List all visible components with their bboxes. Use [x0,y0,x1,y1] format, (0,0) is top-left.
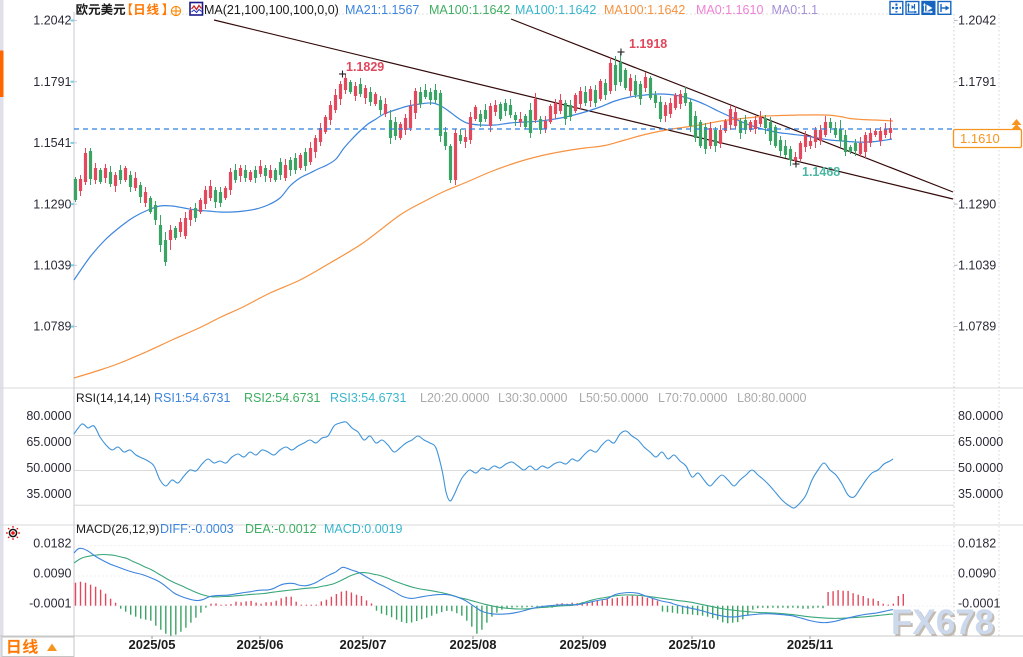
svg-text:L80:80.0000: L80:80.0000 [737,391,807,405]
svg-text:1.1610: 1.1610 [960,131,1000,146]
svg-text:50.0000: 50.0000 [958,461,1003,475]
svg-text:MA21:1.1567: MA21:1.1567 [345,3,419,17]
svg-text:35.0000: 35.0000 [26,487,71,501]
svg-text:1.1290: 1.1290 [958,197,996,211]
svg-text:1.2042: 1.2042 [33,14,71,28]
svg-text:MACD(26,12,9): MACD(26,12,9) [76,522,159,536]
svg-text:2025/06: 2025/06 [237,637,284,652]
svg-text:1.1541: 1.1541 [33,136,71,150]
svg-text:80.0000: 80.0000 [958,409,1003,423]
svg-text:65.0000: 65.0000 [958,435,1003,449]
svg-text:RSI(14,14,14): RSI(14,14,14) [76,391,151,405]
svg-text:2025/10: 2025/10 [669,637,716,652]
svg-text:50.0000: 50.0000 [26,461,71,475]
svg-text:1.1791: 1.1791 [33,75,71,89]
svg-text:2025/09: 2025/09 [560,637,607,652]
svg-text:MA(21,100,100,100,0,0): MA(21,100,100,100,0,0) [204,3,339,17]
svg-text:L30:30.0000: L30:30.0000 [498,391,568,405]
svg-text:0.0182: 0.0182 [958,536,996,550]
svg-text:2025/07: 2025/07 [340,637,387,652]
svg-text:-0.0001: -0.0001 [29,597,71,611]
svg-text:1.1829: 1.1829 [346,60,384,74]
svg-text:DEA:-0.0012: DEA:-0.0012 [245,522,317,536]
svg-text:2025/05: 2025/05 [129,637,176,652]
svg-text:1.1290: 1.1290 [33,197,71,211]
svg-text:0.0090: 0.0090 [958,567,996,581]
svg-text:MA100:1.1642: MA100:1.1642 [515,3,596,17]
svg-text:FX678: FX678 [891,603,994,642]
svg-text:0.0182: 0.0182 [33,536,71,550]
svg-text:-0.0001: -0.0001 [958,597,1000,611]
svg-text:RSI2:54.6731: RSI2:54.6731 [244,391,320,405]
svg-text:DIFF:-0.0003: DIFF:-0.0003 [160,522,234,536]
svg-text:RSI1:54.6731: RSI1:54.6731 [154,391,230,405]
svg-text:2025/11: 2025/11 [787,637,833,652]
svg-text:1.2042: 1.2042 [958,14,996,28]
svg-text:1.0789: 1.0789 [958,320,996,334]
svg-text:1.1791: 1.1791 [958,75,996,89]
svg-text:80.0000: 80.0000 [26,409,71,423]
svg-text:35.0000: 35.0000 [958,487,1003,501]
svg-text:1.1918: 1.1918 [629,37,667,51]
svg-text:MACD:0.0019: MACD:0.0019 [324,522,403,536]
svg-text:L20:20.0000: L20:20.0000 [420,391,490,405]
svg-text:L70:70.0000: L70:70.0000 [658,391,728,405]
svg-text:1.1039: 1.1039 [958,259,996,273]
svg-text:0.0090: 0.0090 [33,567,71,581]
svg-text:1.1039: 1.1039 [33,259,71,273]
svg-text:L50:50.0000: L50:50.0000 [579,391,649,405]
svg-text:RSI3:54.6731: RSI3:54.6731 [330,391,406,405]
svg-text:1.1468: 1.1468 [802,165,840,179]
svg-text:MA0:1.1: MA0:1.1 [772,3,819,17]
svg-text:MA0:1.1610: MA0:1.1610 [696,3,763,17]
svg-text:MA100:1.1642: MA100:1.1642 [604,3,685,17]
svg-text:1.0789: 1.0789 [33,320,71,334]
svg-text:2025/08: 2025/08 [450,637,497,652]
svg-text:FX678: FX678 [893,605,996,644]
svg-text:65.0000: 65.0000 [26,435,71,449]
svg-text:MA100:1.1642: MA100:1.1642 [429,3,510,17]
